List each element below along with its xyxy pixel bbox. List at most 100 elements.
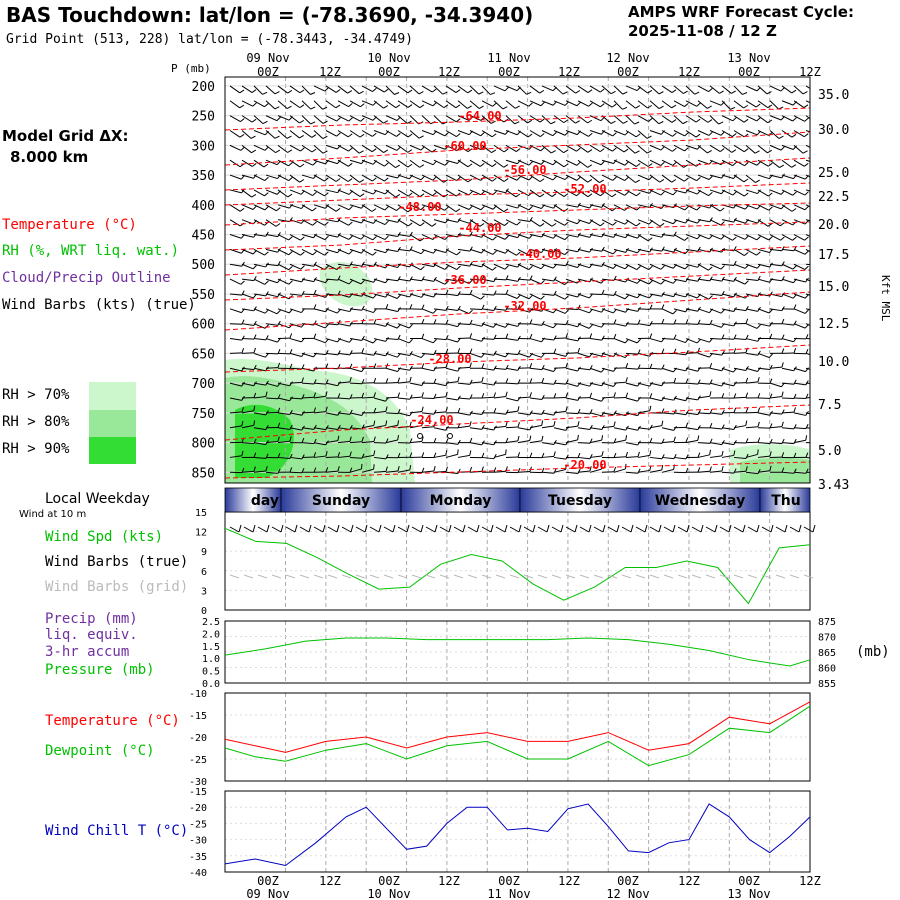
- wind-barb: [289, 427, 302, 431]
- wind-barb-flag: [421, 363, 425, 369]
- wind-barb-flag: [433, 437, 437, 443]
- bottom-time-label: 12Z: [558, 874, 580, 888]
- wind-barb: [529, 248, 542, 253]
- temp-contour-label: -28.00: [428, 352, 471, 366]
- wind-barb-flag: [803, 104, 809, 109]
- bottom-time-label: 00Z: [498, 874, 520, 888]
- wind-barb-flag: [337, 337, 341, 343]
- wind-barb: [781, 367, 794, 372]
- wind-barb: [793, 219, 806, 225]
- wind-barb-flag: [299, 134, 304, 139]
- wind-tick: 0: [201, 606, 207, 617]
- wind-barb: [361, 189, 374, 195]
- wind-barb-flag: [528, 294, 533, 300]
- wind-barb: [541, 412, 554, 416]
- wind-barb: [277, 440, 290, 444]
- wind-barb-flag: [553, 420, 556, 427]
- wind-barb-flag: [264, 280, 269, 285]
- wind-barb: [601, 85, 612, 95]
- surface-wind-barb-flag: [322, 524, 326, 533]
- chart-subtitle: Grid Point (513, 228) lat/lon = (-78.344…: [6, 32, 413, 47]
- surface-wind-barb: [747, 526, 758, 533]
- wind-barb-flag: [563, 163, 569, 168]
- wind-barb: [253, 412, 266, 416]
- wind-barb: [625, 382, 638, 387]
- wind-barb: [505, 382, 519, 385]
- wind-barb-flag: [289, 363, 293, 369]
- wind-barb-flag: [289, 436, 292, 442]
- wind-barb-flag: [289, 203, 293, 209]
- wind-barb-flag: [394, 92, 400, 95]
- wind-barb: [241, 323, 254, 326]
- wind-barb-flag: [732, 117, 737, 122]
- bottom-date-label: 10 Nov: [367, 887, 410, 900]
- wind-barb-flag: [457, 376, 460, 382]
- wind-barb: [649, 219, 661, 227]
- wind-barb: [769, 366, 782, 369]
- wind-barb: [733, 456, 746, 459]
- forecast-cycle-label: AMPS WRF Forecast Cycle:: [628, 3, 854, 21]
- wind-barb-flag: [576, 101, 581, 107]
- wind-barb-flag: [265, 466, 268, 472]
- temp-contour: [225, 291, 810, 331]
- wind-barb: [493, 470, 507, 473]
- pressure-tick: 550: [192, 288, 215, 303]
- wind-barb: [325, 412, 338, 416]
- wind-barb: [733, 234, 746, 240]
- temp-contour-label: -20.00: [563, 458, 606, 472]
- wind-barb: [469, 234, 482, 238]
- wind-barb-flag: [778, 135, 784, 139]
- wind-barb: [505, 234, 518, 239]
- wind-barb: [745, 204, 758, 210]
- wind-barb-flag: [504, 265, 509, 270]
- wind-barb: [433, 219, 446, 224]
- wind-barb-flag: [361, 335, 365, 341]
- wind-barb: [541, 455, 554, 458]
- wind-barb-flag: [707, 105, 712, 109]
- wind-barb: [553, 427, 566, 431]
- wind-barb-flag: [361, 203, 365, 209]
- wind-barb-flag: [277, 422, 281, 428]
- wind-barb-flag: [588, 132, 593, 137]
- wind-barb: [433, 427, 446, 431]
- wind-barb-flag: [467, 163, 473, 168]
- wind-barb: [697, 115, 709, 123]
- wind-barb: [601, 159, 614, 165]
- wind-barb-flag: [696, 102, 701, 107]
- wind-barb: [409, 411, 422, 414]
- wind-barb-flag: [600, 278, 605, 284]
- wind-barb: [745, 453, 758, 458]
- wind-barb: [445, 130, 457, 138]
- wind-barb-flag: [577, 366, 581, 372]
- wind-barb-flag: [589, 466, 592, 472]
- wind-barb: [253, 100, 265, 108]
- wind-barb: [553, 144, 564, 154]
- wind-barb: [685, 174, 697, 182]
- wind-barb: [469, 263, 482, 268]
- wind-barb: [541, 100, 554, 106]
- wind-barb: [325, 234, 338, 238]
- wind-barb: [361, 234, 373, 241]
- wind-barb: [445, 159, 458, 164]
- chill-tick: -25: [189, 819, 207, 830]
- wind-barb: [709, 382, 722, 387]
- wind-barb: [289, 189, 302, 195]
- wind-barb-flag: [515, 193, 521, 198]
- wind-barb: [529, 293, 541, 300]
- wind-barb: [721, 219, 734, 223]
- wind-barb: [781, 278, 794, 284]
- wind-barb: [601, 293, 614, 297]
- wind-barb-flag: [337, 452, 341, 458]
- pressure-right-tick: 860: [818, 664, 836, 675]
- wind-barb-flag: [756, 324, 761, 329]
- wind-barb: [373, 174, 385, 182]
- wind-barb: [313, 352, 326, 356]
- wind-barb: [721, 427, 734, 430]
- wind-barb: [637, 278, 650, 285]
- wind-barb-flag: [635, 163, 641, 167]
- y-axis-label: P (mb): [171, 62, 211, 75]
- wind-barb-flag: [528, 206, 533, 211]
- wind-barb: [769, 174, 782, 179]
- wind-barb: [253, 470, 266, 473]
- wind-barb-flag: [685, 350, 689, 356]
